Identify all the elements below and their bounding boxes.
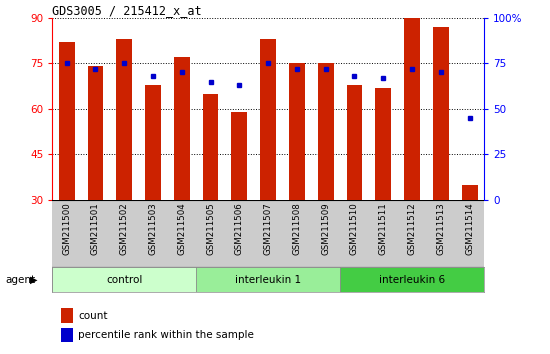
Bar [59, 42, 75, 291]
Text: GSM211503: GSM211503 [148, 202, 157, 255]
Text: GSM211510: GSM211510 [350, 202, 359, 255]
Bar [433, 27, 449, 291]
Bar [318, 63, 334, 291]
Bar [87, 66, 103, 291]
Text: ▶: ▶ [30, 275, 38, 285]
Text: GSM211500: GSM211500 [62, 202, 71, 255]
Bar [461, 185, 477, 291]
Text: GSM211507: GSM211507 [263, 202, 273, 255]
Bar [404, 18, 420, 291]
Text: interleukin 6: interleukin 6 [379, 275, 445, 285]
Text: GSM211505: GSM211505 [206, 202, 215, 255]
Bar [346, 85, 362, 291]
Bar [174, 57, 190, 291]
Text: GSM211508: GSM211508 [293, 202, 301, 255]
Text: GSM211513: GSM211513 [436, 202, 446, 255]
Text: control: control [106, 275, 142, 285]
Text: GSM211514: GSM211514 [465, 202, 474, 255]
Bar [52, 267, 196, 292]
Text: GSM211502: GSM211502 [120, 202, 129, 255]
Bar [375, 87, 391, 291]
Text: interleukin 1: interleukin 1 [235, 275, 301, 285]
Text: GSM211504: GSM211504 [177, 202, 186, 255]
Bar [196, 267, 340, 292]
Bar [232, 112, 248, 291]
Text: percentile rank within the sample: percentile rank within the sample [78, 330, 254, 340]
Text: GSM211501: GSM211501 [91, 202, 100, 255]
Text: GSM211511: GSM211511 [379, 202, 388, 255]
Text: GSM211512: GSM211512 [408, 202, 416, 255]
Bar [116, 39, 132, 291]
Bar [340, 267, 484, 292]
Bar [289, 63, 305, 291]
Bar [260, 39, 276, 291]
Bar [202, 94, 218, 291]
Text: GSM211506: GSM211506 [235, 202, 244, 255]
Text: count: count [78, 310, 108, 321]
Bar [61, 327, 73, 342]
Text: GSM211509: GSM211509 [321, 202, 330, 255]
Bar [61, 308, 73, 323]
Text: GDS3005 / 215412_x_at: GDS3005 / 215412_x_at [52, 4, 202, 17]
Bar [145, 85, 161, 291]
Text: agent: agent [6, 275, 36, 285]
